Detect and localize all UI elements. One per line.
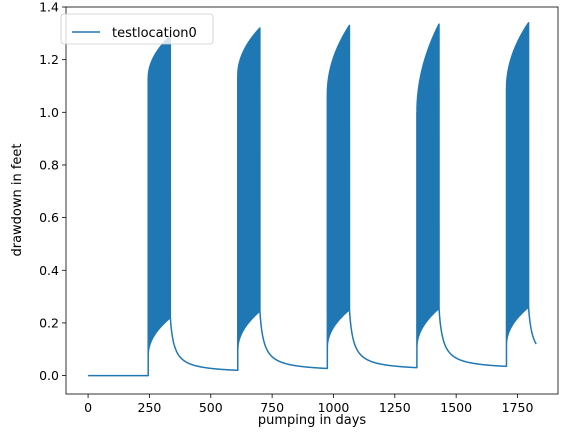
y-tick-label: 1.4 <box>39 0 59 15</box>
legend-label-testlocation0: testlocation0 <box>112 26 197 41</box>
legend: testlocation0 <box>60 13 214 45</box>
x-tick-label: 0 <box>84 400 92 415</box>
y-tick-label: 0.6 <box>39 210 59 225</box>
axes-frame <box>65 6 559 395</box>
y-tick-label: 0.2 <box>39 315 59 330</box>
legend-box <box>60 13 214 45</box>
y-tick-label: 1.0 <box>39 105 59 120</box>
y-axis-label: drawdown in feet <box>10 143 25 256</box>
x-axis: 0 250 500 750 1000 1250 1500 1750 <box>84 394 533 415</box>
y-tick-label: 1.2 <box>39 52 59 67</box>
y-tick-label: 0.8 <box>39 157 59 172</box>
x-tick-label: 1750 <box>502 400 534 415</box>
series-line-testlocation0 <box>88 22 537 377</box>
x-tick-label: 750 <box>260 400 284 415</box>
x-tick-label: 250 <box>138 400 162 415</box>
x-tick-label: 1500 <box>440 400 472 415</box>
x-tick-label: 1000 <box>318 400 350 415</box>
y-tick-label: 0.4 <box>39 263 59 278</box>
x-tick-label: 1250 <box>379 400 411 415</box>
x-tick-label: 500 <box>199 400 223 415</box>
x-axis-label: pumping in days <box>258 413 367 428</box>
y-axis: 0.0 0.2 0.4 0.6 0.8 1.0 1.2 1.4 <box>39 0 66 383</box>
y-tick-label: 0.0 <box>39 368 59 383</box>
